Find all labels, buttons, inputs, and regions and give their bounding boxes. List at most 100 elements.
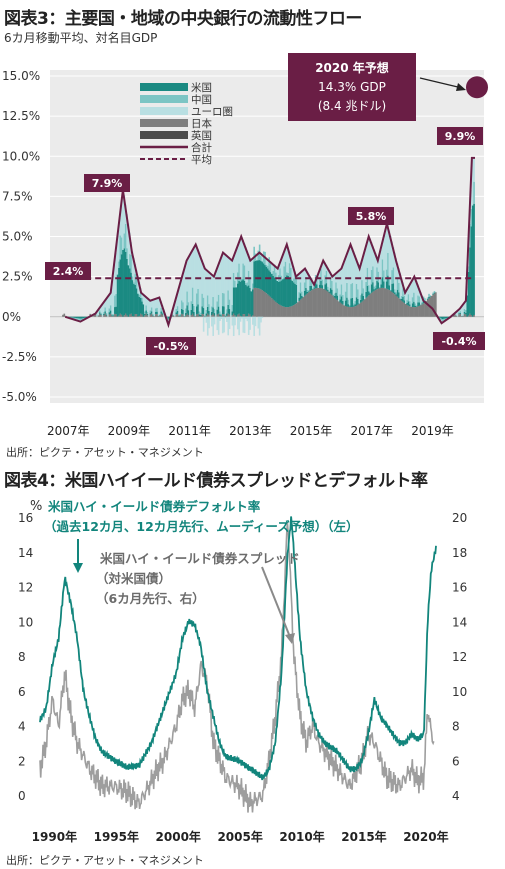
chart1-bar [359, 295, 362, 300]
chart1-bar [191, 303, 194, 314]
chart1-bar [212, 297, 214, 308]
chart1-bar [268, 257, 271, 271]
chart1-bar [332, 276, 335, 295]
chart1-bar [100, 314, 102, 317]
chart1-bar [107, 297, 109, 317]
chart1-bar [276, 280, 279, 304]
chart1-y-ticks: 15.0% 12.5% 10.0% 7.5% 5.0% 2.5% 0% -2.5% -5.0% [2, 69, 40, 404]
chart1-bar [368, 295, 370, 317]
chart1-bar [347, 306, 350, 317]
chart1-bar [339, 302, 342, 317]
chart1-bar [208, 304, 210, 311]
chart1-bar [321, 279, 324, 286]
chart1-bar [239, 316, 242, 322]
chart1-bar [221, 255, 224, 293]
chart1-bar [470, 209, 473, 227]
chart2-y-right-label: 8 [452, 720, 460, 734]
chart1-bar [148, 299, 150, 317]
chart1-bar [287, 275, 290, 308]
chart1-bar [399, 272, 402, 299]
chart1-bar [292, 305, 295, 317]
chart1-bar [220, 316, 223, 320]
chart1-bar [180, 313, 183, 317]
chart1-bar [176, 310, 179, 314]
chart1-bar [249, 288, 251, 315]
chart1-bar [459, 313, 462, 317]
chart1-bar [366, 296, 369, 317]
chart1-bar [109, 305, 112, 311]
chart1-bar [346, 306, 348, 317]
chart1-bar [79, 316, 82, 319]
callout-arrowhead [456, 83, 466, 91]
chart1-bar [205, 313, 208, 316]
chart1-bar [220, 315, 223, 317]
chart1-bar [174, 304, 176, 317]
chart1-bar [447, 316, 449, 318]
chart1-bar [242, 316, 245, 333]
chart1-bar [429, 296, 432, 298]
chart1-bar [122, 249, 124, 317]
chart1-bar [232, 287, 235, 314]
chart1-bar [364, 253, 366, 300]
chart1-bar [119, 259, 122, 314]
chart1-bar [462, 316, 464, 317]
chart1-bar [463, 303, 466, 309]
chart1-bar [332, 296, 335, 317]
chart1-bar [331, 294, 333, 317]
chart1-bar [316, 288, 318, 317]
chart1-bar [97, 315, 100, 317]
chart1-bar [357, 289, 359, 299]
chart1-bar [243, 316, 246, 334]
chart1-bar [353, 251, 355, 304]
chart1-bar [144, 295, 146, 312]
chart1-bar [105, 299, 108, 313]
chart1-bar [355, 258, 358, 284]
chart1-y-tick-label: -5.0% [2, 390, 37, 404]
chart1-bar [212, 316, 214, 336]
chart1-bar [428, 296, 430, 299]
chart1-bar [329, 288, 332, 294]
chart1-bar [140, 313, 142, 317]
chart1-bar [394, 252, 396, 290]
chart1-bar [191, 251, 194, 288]
chart1-bar [261, 316, 264, 319]
chart1-bar [103, 315, 105, 317]
chart1-bar [321, 264, 324, 280]
chart1-bar [119, 235, 122, 260]
chart1-bar [118, 229, 120, 262]
chart1-bar [403, 302, 406, 317]
chart1-bar [196, 293, 198, 307]
chart1-bar [160, 307, 163, 312]
chart1-bar [123, 248, 126, 316]
chart1-bar [353, 306, 355, 317]
chart2-y-right-label: 10 [452, 685, 467, 699]
chart1-bar [301, 298, 303, 317]
chart1-bar [129, 254, 131, 269]
chart2-x-tick-label: 2005年 [217, 829, 262, 844]
chart1-bars [62, 157, 475, 337]
chart1-bar [413, 292, 415, 302]
chart1-bar [212, 275, 214, 298]
chart1-bar [355, 297, 358, 306]
chart1-bar [318, 271, 321, 280]
chart1-bar [318, 279, 321, 285]
chart1-bar [198, 314, 201, 317]
chart1-bar [105, 314, 108, 316]
callout-line3: (8.4 兆ドル) [318, 99, 386, 113]
chart1-bar [85, 316, 87, 318]
chart1-bar [114, 307, 116, 314]
chart1-bar [383, 270, 385, 282]
chart1-bar [271, 262, 273, 274]
chart1-bar [245, 284, 247, 317]
chart1-bar [123, 233, 126, 249]
chart1-bar [92, 316, 94, 317]
chart1-bar [156, 307, 158, 312]
chart1-bar [215, 273, 217, 317]
chart1-bar [185, 265, 187, 309]
chart1-bar [411, 297, 414, 304]
chart1-bar [241, 236, 243, 279]
chart1-bar [179, 285, 182, 314]
chart1-bar [100, 312, 102, 315]
chart1-bar [205, 315, 208, 317]
chart1-bar [260, 256, 262, 261]
